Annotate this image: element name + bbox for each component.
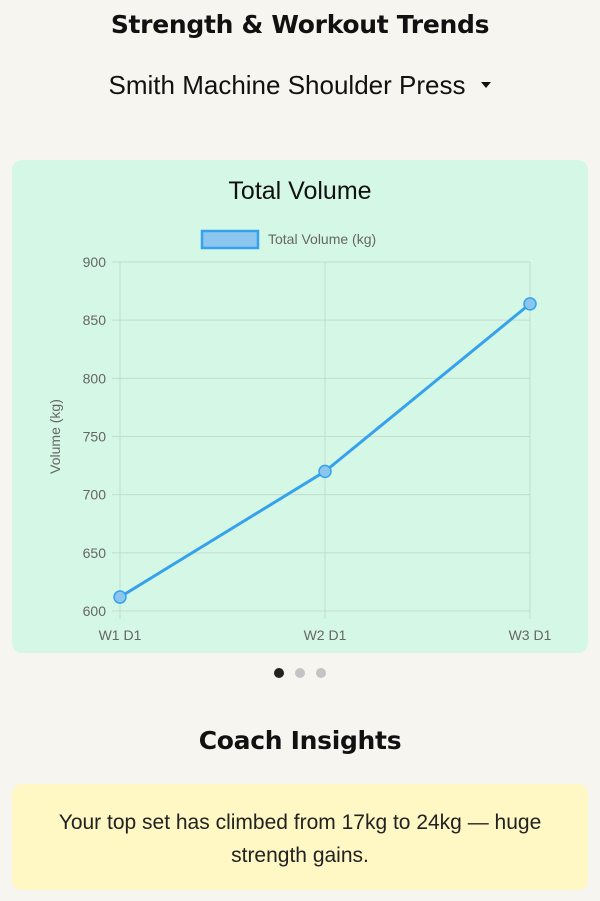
data-point — [523, 297, 537, 311]
legend-swatch — [200, 229, 260, 250]
exercise-dropdown-value: Smith Machine Shoulder Press — [108, 70, 466, 100]
chart-card[interactable]: Total Volume Total Volume (kg) 600 650 700 75… — [12, 160, 588, 653]
insight-text: Your top set has climbed from 17kg to 24… — [58, 811, 542, 867]
x-tick-label: W1 D1 — [99, 627, 142, 643]
y-tick-label: 850 — [83, 312, 107, 328]
caret-down-icon — [481, 81, 492, 88]
y-tick-label: 900 — [83, 254, 107, 270]
page-title: Strength & Workout Trends — [110, 10, 490, 39]
y-tick-label: 650 — [83, 545, 107, 561]
insight-card: Your top set has climbed from 17kg to 24… — [12, 784, 588, 890]
data-point — [318, 464, 332, 479]
y-tick-label: 750 — [83, 429, 107, 445]
carousel-dot[interactable] — [274, 668, 284, 678]
legend-label: Total Volume (kg) — [268, 231, 376, 247]
data-point — [113, 590, 127, 604]
insights-title: Coach Insights — [198, 726, 402, 755]
exercise-dropdown[interactable]: Smith Machine Shoulder Press — [0, 70, 600, 101]
carousel-dot[interactable] — [316, 668, 326, 678]
y-tick-label: 800 — [83, 370, 107, 386]
y-tick-label: 700 — [83, 487, 107, 503]
chart-title: Total Volume — [228, 177, 371, 205]
y-tick-label: 600 — [83, 603, 107, 619]
carousel-dots — [0, 668, 600, 678]
volume-chart: Total Volume Total Volume (kg) 600 650 700 75… — [47, 177, 552, 643]
x-tick-label: W3 D1 — [509, 627, 552, 643]
carousel-dot[interactable] — [295, 668, 305, 678]
x-tick-label: W2 D1 — [304, 627, 347, 643]
y-axis-label: Volume (kg) — [47, 399, 63, 474]
